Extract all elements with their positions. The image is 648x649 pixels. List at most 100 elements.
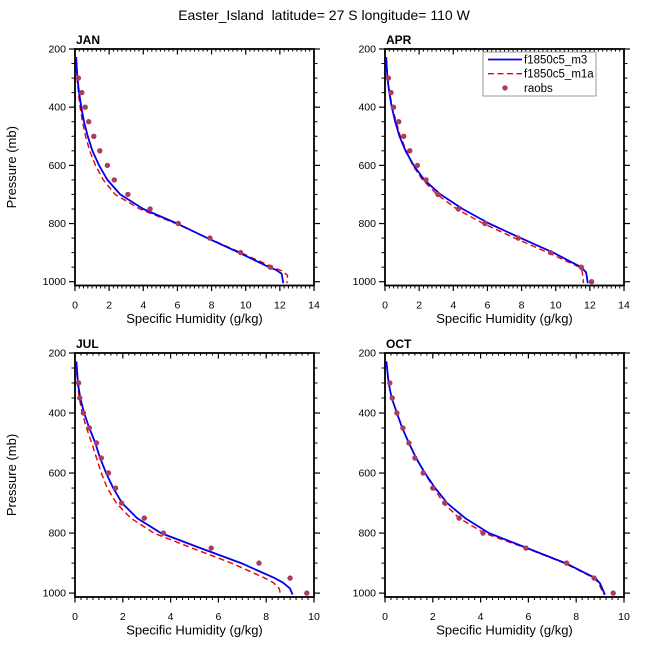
- raobs-dot: [455, 206, 462, 212]
- raobs-dot: [480, 530, 486, 536]
- x-tick-label: 8: [209, 300, 215, 312]
- y-tick-label: 800: [48, 218, 66, 230]
- raobs-dot: [547, 249, 554, 256]
- raobs-dot: [515, 235, 521, 241]
- raobs-dot: [388, 89, 394, 96]
- raobs-dot: [420, 470, 426, 476]
- x-tick-label: 4: [168, 611, 174, 623]
- panel-oct: OCT 0 2 4 6 8 10 200 400 600 800 1000 Specific Humid…: [353, 337, 630, 638]
- x-axis-title: Specific Humidity (g/kg): [126, 311, 263, 326]
- raobs-dot: [401, 133, 407, 139]
- panel-jul: JUL 0 2 4 6 8 10 200 400 600 800 1000 Specific Humid…: [4, 337, 320, 638]
- raobs-dot: [75, 380, 82, 386]
- curve-f1850c5-m3: [75, 57, 285, 284]
- panel-title-oct: OCT: [386, 337, 412, 351]
- y-tick-label: 400: [358, 408, 376, 420]
- x-tick-label: 6: [525, 611, 531, 623]
- raobs-dot: [396, 119, 402, 125]
- raobs-dot: [125, 191, 131, 198]
- y-tick-label: 400: [48, 102, 66, 114]
- raobs-dot: [390, 104, 397, 110]
- x-tick-label: 6: [175, 300, 181, 312]
- x-tick-label: 0: [72, 300, 78, 312]
- raobs-dot: [82, 104, 88, 110]
- raobs-dot: [98, 455, 105, 461]
- plot-frame: [384, 352, 625, 598]
- panel-jan: JAN 0 2 4 6 8 10 12 14 200 400 600 800 1000 Specific H…: [4, 33, 320, 326]
- raobs-dot: [387, 380, 393, 386]
- y-tick-label: 800: [358, 528, 376, 540]
- raobs-dot: [79, 89, 85, 96]
- raobs-dot: [80, 410, 87, 416]
- y-axis-title: Pressure (mb): [4, 434, 19, 516]
- raobs-dot: [389, 395, 395, 401]
- raobs-dot: [400, 425, 406, 431]
- raobs-dot: [588, 279, 595, 285]
- raobs-dot: [456, 515, 462, 521]
- legend-label: f1850c5_m1a: [524, 69, 594, 81]
- raobs-dot: [406, 440, 412, 446]
- raobs-dot: [482, 220, 488, 227]
- x-tick-label: 4: [140, 300, 146, 312]
- x-tick-label: 14: [618, 300, 630, 312]
- raobs-dot: [287, 575, 293, 581]
- x-axis-title: Specific Humidity (g/kg): [436, 311, 573, 326]
- curve-f1850c5-m1a: [385, 361, 605, 595]
- x-tick-label: 0: [382, 300, 388, 312]
- legend-label: raobs: [524, 83, 553, 95]
- raobs-dot: [414, 162, 421, 169]
- raobs-dot: [394, 410, 400, 416]
- curve-f1850c5-m1a: [75, 361, 282, 595]
- raobs-dot: [147, 206, 153, 212]
- panel-title-apr: APR: [386, 33, 412, 47]
- raobs-dot: [75, 75, 82, 81]
- panel-title-jul: JUL: [76, 337, 99, 351]
- x-tick-label: 4: [450, 300, 456, 312]
- raobs-dot: [77, 395, 83, 401]
- raobs-dot: [86, 425, 93, 431]
- raobs-dot: [141, 515, 147, 521]
- x-tick-label: 8: [573, 611, 579, 623]
- x-tick-label: 2: [430, 611, 436, 623]
- raobs-dot: [304, 590, 310, 596]
- legend-label: f1850c5_m3: [524, 55, 587, 67]
- raobs-dot: [578, 264, 584, 270]
- x-tick-label: 6: [215, 611, 221, 623]
- x-tick-label: 0: [72, 611, 78, 623]
- curve-f1850c5-m3: [75, 361, 294, 595]
- raobs-dot: [412, 455, 418, 461]
- figure-title: Easter_Island latitude= 27 S longitude= …: [178, 7, 470, 23]
- raobs-dot: [118, 500, 125, 506]
- y-tick-label: 600: [358, 468, 376, 480]
- raobs-dot: [97, 148, 103, 154]
- x-tick-label: 2: [416, 300, 422, 312]
- x-axis-title: Specific Humidity (g/kg): [436, 623, 573, 638]
- raobs-dot: [104, 162, 111, 169]
- x-axis-title: Specific Humidity (g/kg): [126, 623, 263, 638]
- y-tick-label: 800: [48, 528, 66, 540]
- raobs-dot: [91, 133, 97, 139]
- plot-frame: [74, 352, 315, 598]
- y-tick-label: 200: [48, 348, 66, 360]
- raobs-dot: [430, 485, 436, 491]
- y-tick-label: 1000: [43, 588, 67, 600]
- y-axis-title: Pressure (mb): [4, 126, 19, 208]
- curve-f1850c5-m1a: [75, 57, 289, 284]
- y-tick-label: 800: [358, 218, 376, 230]
- y-tick-label: 400: [48, 408, 66, 420]
- raobs-dots: [387, 380, 616, 596]
- raobs-dot: [237, 249, 244, 256]
- raobs-dot: [407, 148, 413, 154]
- x-tick-label: 10: [618, 611, 630, 623]
- x-tick-label: 6: [485, 300, 491, 312]
- raobs-dot: [423, 177, 429, 183]
- raobs-dot: [256, 560, 262, 566]
- panel-apr: APR 0 2 4 6 8 10 12 14 200 400 600 800 1000 Specific H…: [353, 33, 630, 326]
- legend-dot-sample: [502, 85, 508, 91]
- raobs-dots: [75, 380, 310, 596]
- y-tick-label: 200: [358, 348, 376, 360]
- y-tick-label: 1000: [353, 588, 377, 600]
